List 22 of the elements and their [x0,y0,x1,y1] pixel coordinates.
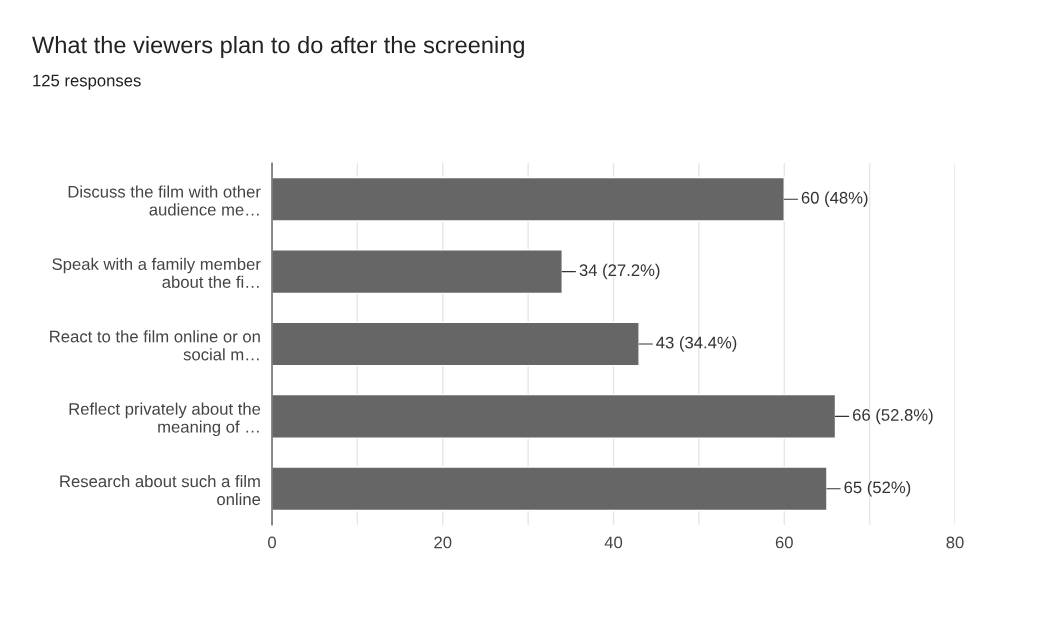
y-tick-label: Speak with a family member about the fi… [52,257,261,288]
data-label: 65 (52%) [844,481,911,497]
bar [272,321,640,367]
y-tick-label: Research about such a film online [60,474,261,506]
x-tick-label: 0 [268,536,276,549]
y-tick-label: Reflect privately about the meaning of … [69,402,261,437]
text: 125 responses [33,74,141,90]
data-label: 43 (34.4%) [656,336,737,352]
x-tick-label: 20 [434,536,452,549]
data-label: 34 (27.2%) [579,263,660,280]
bar [272,466,828,512]
x-tick-label: 80 [946,536,964,549]
y-tick-label: Discuss the film with other audience me… [68,185,261,216]
x-tick-label: 60 [775,536,793,549]
data-label: 66 (52.8%) [852,408,933,425]
x-tick-label: 40 [604,536,623,549]
bar [272,249,563,295]
bar [272,393,837,439]
y-tick-label: React to the film online or on social m… [50,330,260,361]
chart-title: What the viewers plan to do after the screening [32,36,524,58]
data-label: 60 (48%) [801,191,868,207]
bar [272,176,785,222]
